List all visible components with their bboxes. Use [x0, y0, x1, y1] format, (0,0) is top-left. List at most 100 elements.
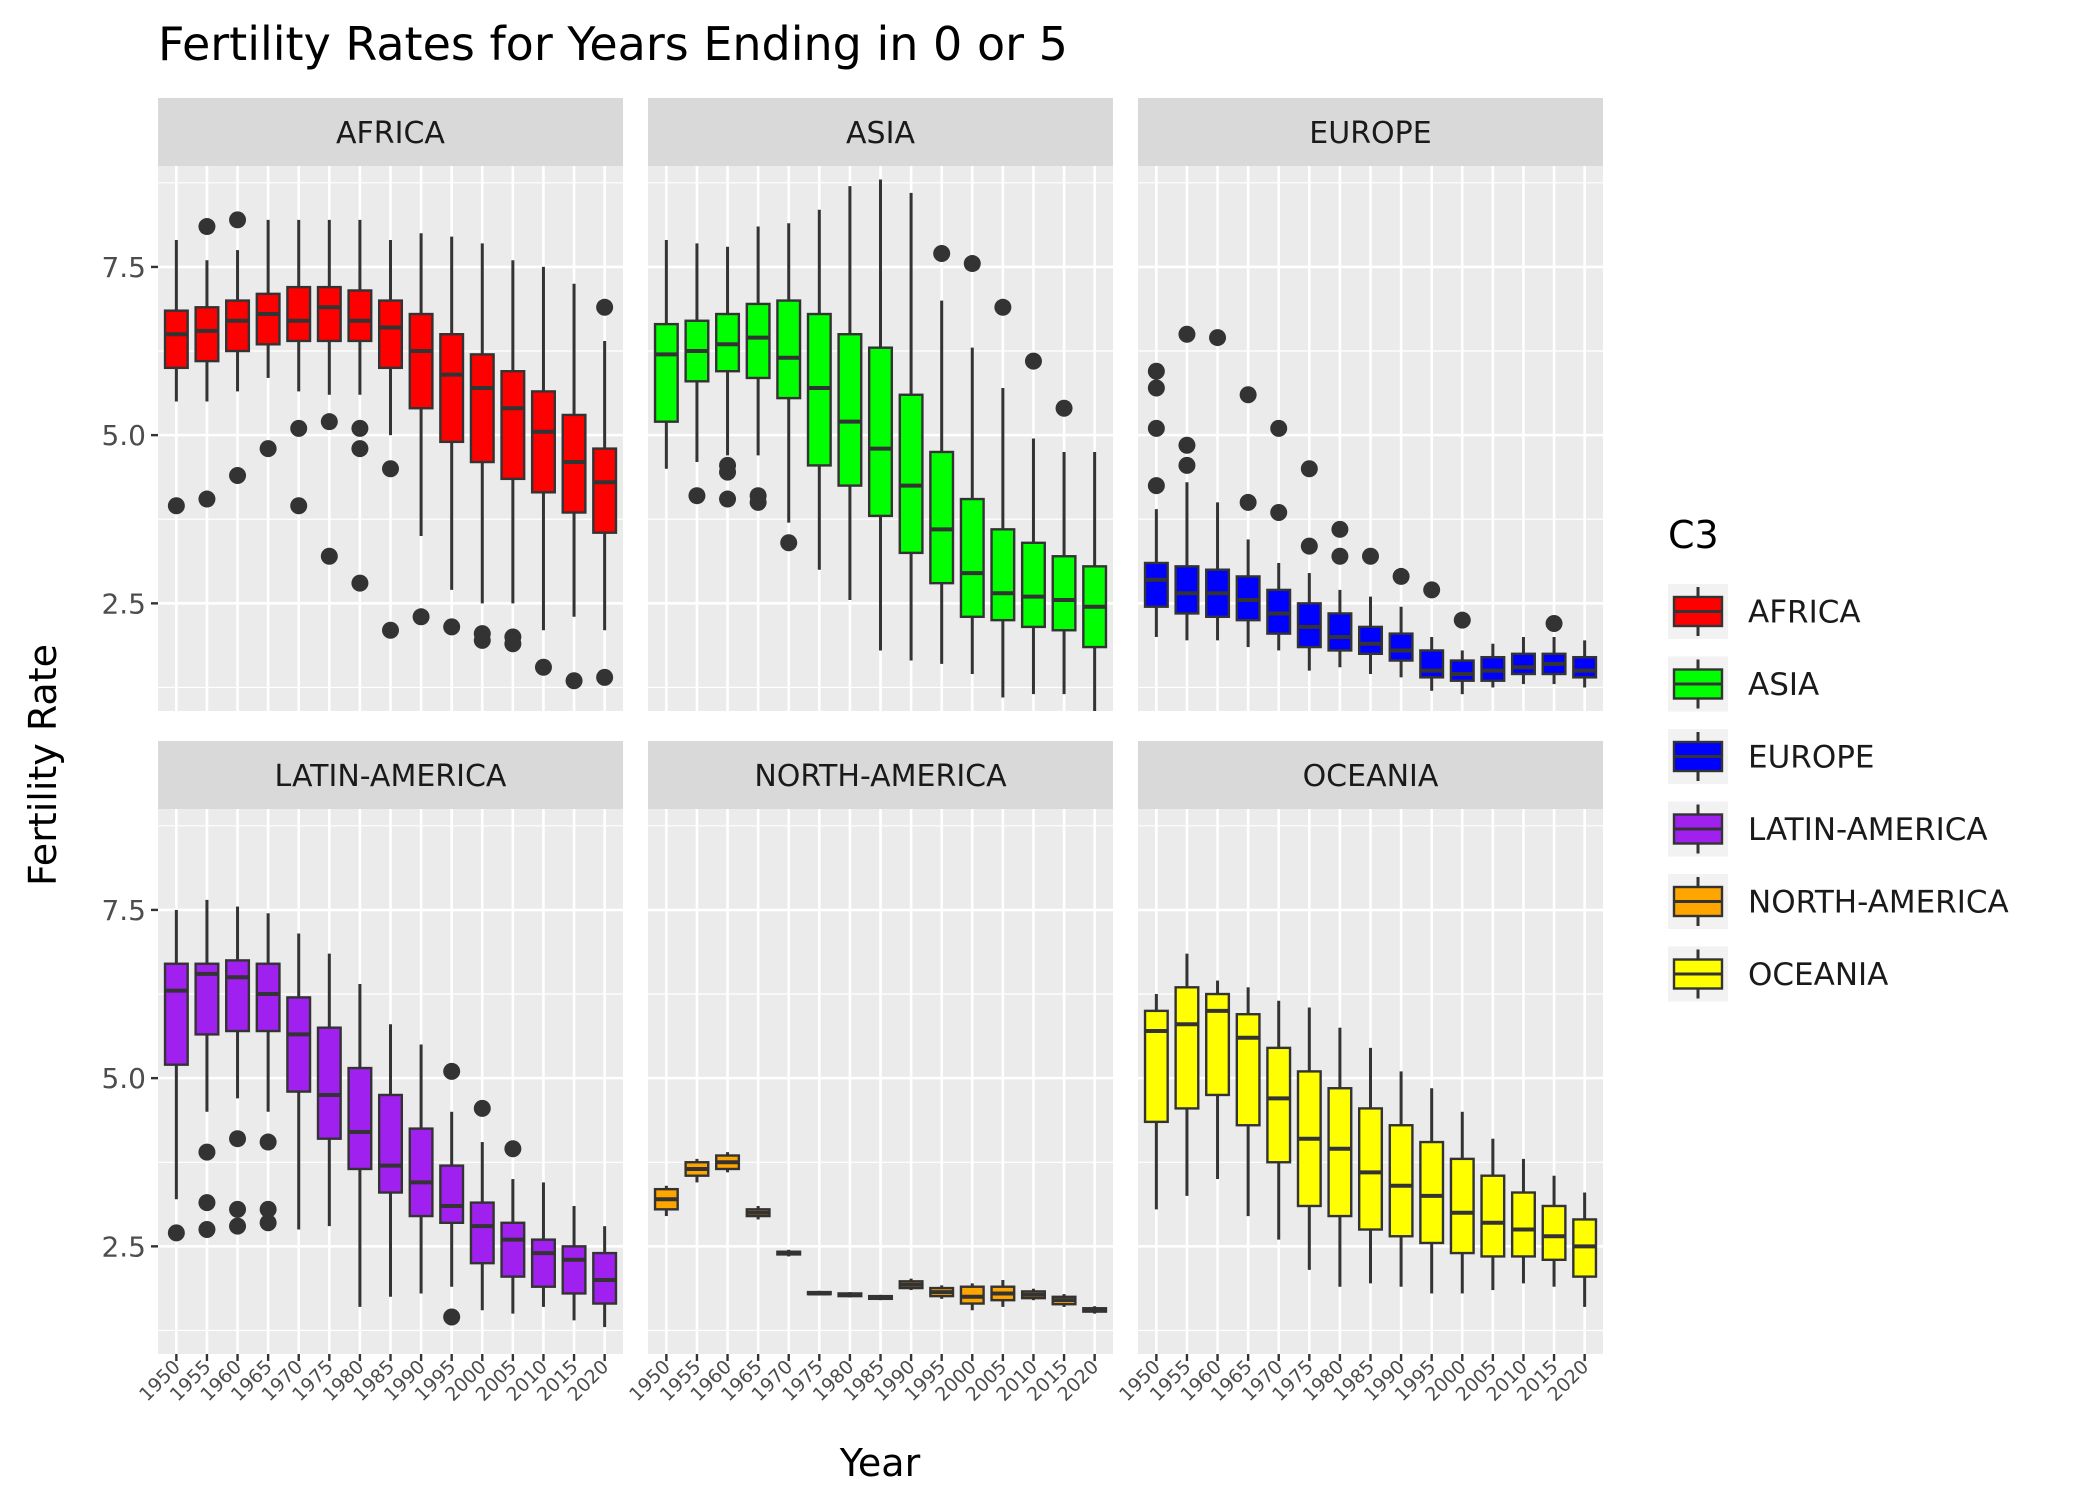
outlier-point-europe: [1270, 504, 1288, 522]
box-latin-america: [255, 962, 281, 1033]
outlier-point-latin-america: [443, 1062, 461, 1080]
outlier-point-europe: [1147, 379, 1165, 397]
box-oceania: [1388, 1124, 1414, 1238]
outlier-point-africa: [596, 298, 614, 316]
box-oceania: [1480, 1174, 1506, 1258]
box-europe: [1143, 561, 1169, 608]
box-oceania: [1266, 1046, 1292, 1164]
outlier-point-europe: [1362, 547, 1379, 565]
box-latin-america: [225, 959, 251, 1033]
legend-label-asia: ASIA: [1748, 667, 1819, 703]
box-oceania: [1510, 1191, 1536, 1258]
box-africa: [194, 306, 220, 363]
outlier-point-latin-america: [504, 1140, 522, 1158]
legend-label-latin-america: LATIN-AMERICA: [1748, 812, 1988, 848]
facet-strip-latin-america: [158, 741, 623, 809]
outlier-point-asia: [994, 298, 1012, 316]
outlier-point-europe: [1270, 419, 1288, 437]
outlier-point-europe: [1392, 567, 1410, 585]
outlier-point-europe: [1147, 362, 1165, 380]
facet-strip-label-europe: EUROPE: [1309, 116, 1431, 151]
outlier-point-africa: [504, 628, 522, 646]
box-asia: [776, 299, 802, 400]
facet-strip-north-america: [648, 741, 1113, 809]
outlier-point-latin-america: [198, 1221, 216, 1239]
outlier-point-africa: [534, 658, 552, 676]
box-europe: [1174, 565, 1200, 615]
y-tick-label-latin-america: 2.5: [101, 1230, 146, 1263]
facet-africa: AFRICA 2.5 5.0 7.5: [101, 98, 623, 711]
outlier-point-africa: [382, 460, 399, 478]
box-europe: [1510, 652, 1536, 676]
facet-strip-oceania: [1138, 741, 1603, 809]
outlier-point-africa: [290, 419, 308, 437]
facet-europe: EUROPE: [1138, 98, 1603, 711]
outlier-point-latin-america: [198, 1194, 216, 1212]
legend-title: C3: [1668, 513, 1719, 557]
outlier-point-africa: [351, 440, 369, 458]
outlier-point-europe: [1331, 520, 1349, 538]
outlier-point-africa: [198, 218, 216, 236]
box-latin-america: [408, 1127, 434, 1218]
outlier-point-africa: [229, 467, 247, 485]
box-oceania: [1327, 1087, 1353, 1218]
outlier-point-africa: [382, 621, 399, 639]
legend-label-europe: EUROPE: [1748, 740, 1875, 776]
facet-oceania: OCEANIA195019551960196519701975198019851…: [1115, 741, 1603, 1406]
outlier-point-africa: [290, 497, 308, 515]
outlier-point-europe: [1178, 325, 1196, 343]
outlier-point-africa: [198, 490, 216, 508]
outlier-point-europe: [1423, 581, 1441, 599]
facet-strip-label-africa: AFRICA: [336, 116, 445, 151]
outlier-point-asia: [749, 487, 767, 505]
legend-label-africa: AFRICA: [1748, 595, 1861, 631]
outlier-point-asia: [719, 490, 737, 508]
box-europe: [1419, 649, 1445, 679]
outlier-point-europe: [1239, 386, 1257, 404]
outlier-point-latin-america: [259, 1214, 277, 1232]
box-asia: [929, 450, 955, 585]
box-europe: [1449, 659, 1475, 682]
facet-strip-label-oceania: OCEANIA: [1303, 759, 1439, 794]
legend-keys: AFRICA ASIA EUROPE LATIN-AMERICA NORTH-AMERI…: [1668, 584, 2009, 1002]
outlier-point-latin-america: [229, 1200, 247, 1218]
outlier-point-africa: [229, 211, 247, 229]
box-asia: [1020, 541, 1046, 629]
box-oceania: [1449, 1157, 1475, 1255]
y-tick-label-latin-america: 7.5: [101, 894, 146, 927]
facet-strip-label-north-america: NORTH-AMERICA: [754, 759, 1007, 794]
box-asia: [653, 322, 679, 423]
outlier-point-asia: [780, 534, 798, 552]
outlier-point-europe: [1300, 460, 1318, 478]
box-asia: [837, 333, 863, 487]
outlier-point-latin-america: [259, 1200, 277, 1218]
outlier-point-africa: [412, 608, 430, 626]
box-latin-america: [286, 996, 312, 1093]
outlier-point-africa: [565, 672, 583, 690]
legend: C3 AFRICA ASIA EUROPE LATIN-AMERICA NORTH-AM…: [1668, 513, 2009, 1002]
box-asia: [1051, 555, 1077, 632]
box-latin-america: [530, 1238, 556, 1288]
box-europe: [1572, 655, 1598, 679]
box-africa: [377, 299, 404, 370]
outlier-point-latin-america: [259, 1133, 277, 1151]
box-latin-america: [377, 1093, 404, 1194]
outlier-point-europe: [1147, 419, 1165, 437]
outlier-point-africa: [443, 618, 461, 636]
outlier-point-asia: [719, 456, 737, 474]
outlier-point-latin-america: [198, 1143, 216, 1161]
x-axis-title: Year: [839, 1441, 921, 1485]
outlier-point-latin-america: [473, 1099, 491, 1117]
box-africa: [530, 390, 556, 494]
facet-north-america: NORTH-AMERICA195019551960196519701975198…: [625, 741, 1113, 1406]
box-oceania: [1357, 1107, 1384, 1231]
outlier-point-europe: [1178, 436, 1196, 454]
box-africa: [163, 309, 189, 370]
outlier-point-asia: [933, 244, 951, 262]
box-oceania: [1541, 1204, 1567, 1262]
outlier-point-africa: [351, 419, 369, 437]
facet-strip-africa: [158, 98, 623, 166]
outlier-point-africa: [596, 668, 614, 686]
box-europe: [1388, 632, 1414, 662]
